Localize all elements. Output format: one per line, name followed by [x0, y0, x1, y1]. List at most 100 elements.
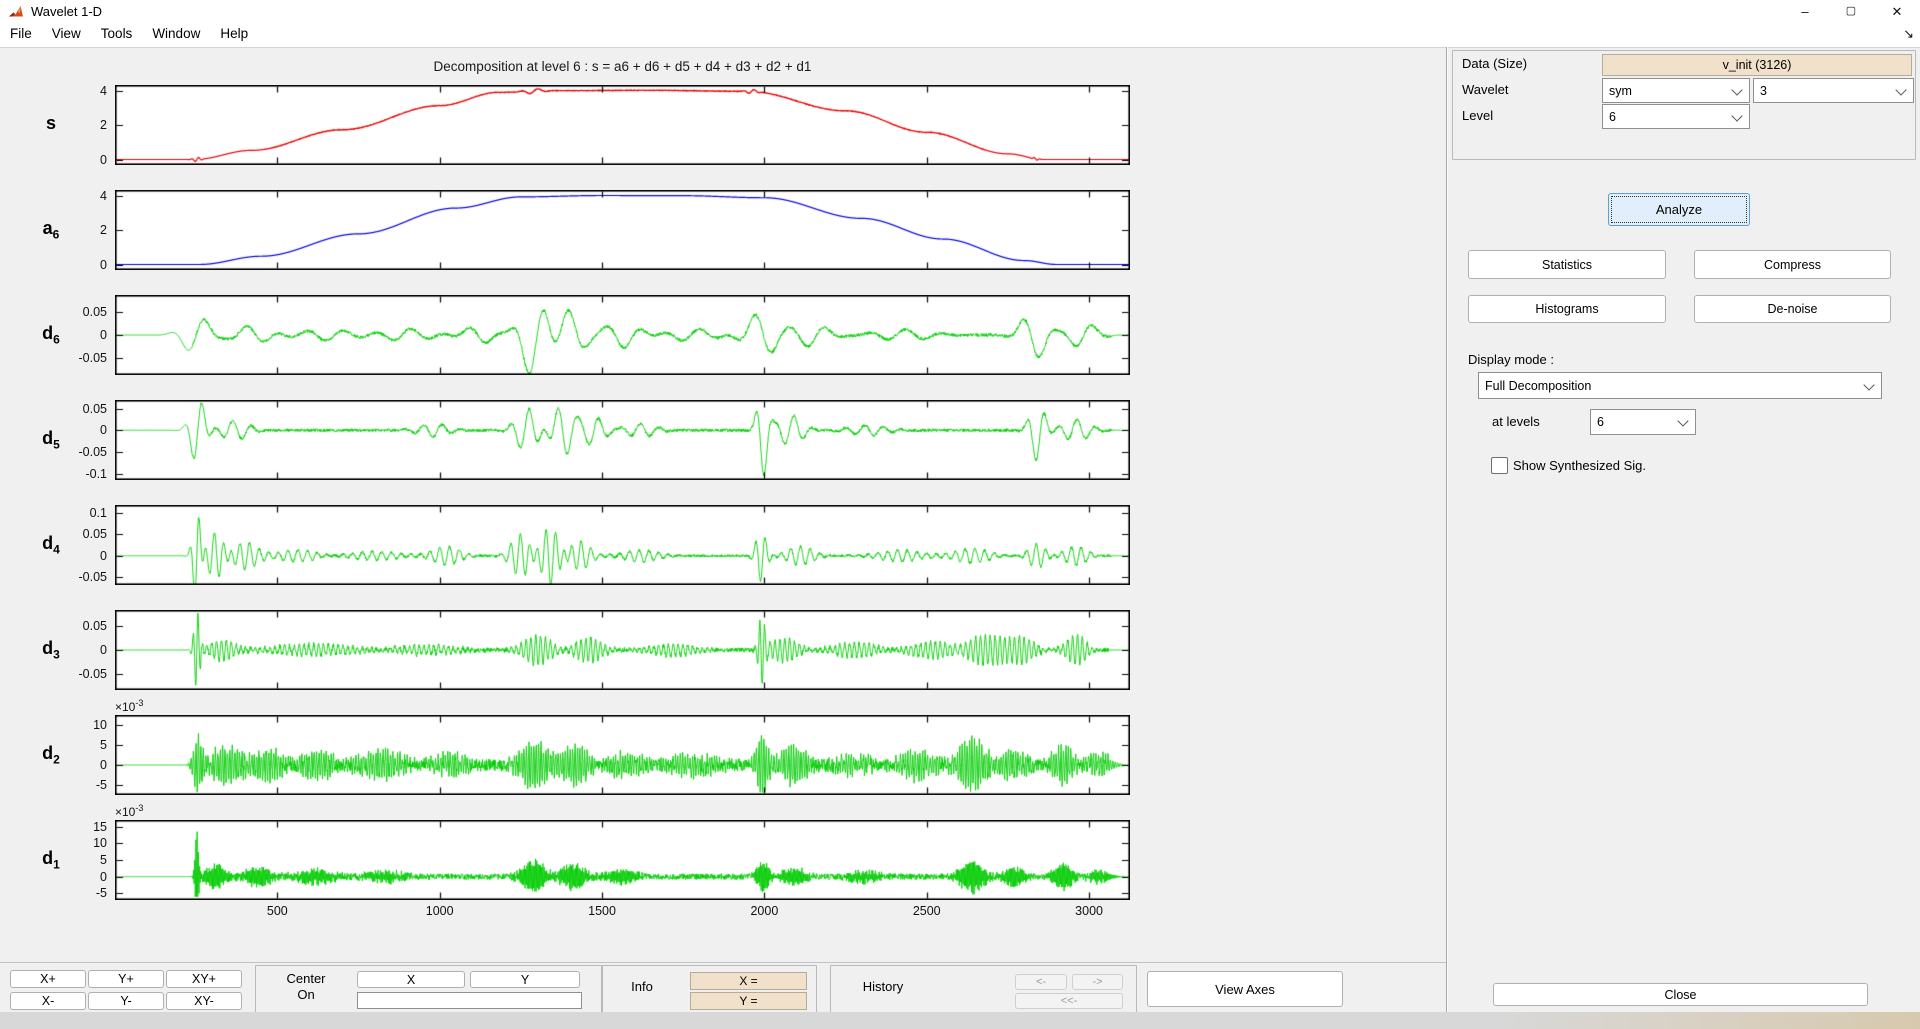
at-levels-label: at levels [1492, 414, 1540, 429]
menu-item-view[interactable]: View [42, 23, 91, 44]
plot-canvas-a6[interactable] [115, 190, 1130, 270]
window-title: Wavelet 1-D [31, 4, 102, 19]
menu-item-tools[interactable]: Tools [91, 23, 143, 44]
y-tick-label: -0.1 [51, 467, 107, 481]
denoise-button[interactable]: De-noise [1694, 295, 1891, 323]
y-tick-label: 10 [51, 718, 107, 732]
history-back-button[interactable]: <- [1015, 974, 1067, 990]
center-y-button[interactable]: Y [470, 971, 580, 988]
matlab-icon [8, 4, 24, 20]
y-tick-label: 0 [51, 328, 107, 342]
wavelet-label: Wavelet [1462, 82, 1508, 97]
y-tick-label: 4 [51, 84, 107, 98]
center-on-label: Center [262, 971, 350, 986]
y-tick-label: 0 [51, 643, 107, 657]
at-levels-select[interactable]: 6 [1590, 409, 1696, 435]
view-axes-button[interactable]: View Axes [1147, 971, 1343, 1007]
menu-item-help[interactable]: Help [210, 23, 258, 44]
center-on-input[interactable] [357, 992, 582, 1009]
maximize-button[interactable]: ▢ [1828, 0, 1874, 23]
zoom-xy-plus-button[interactable]: XY+ [166, 970, 242, 988]
y-tick-label: 5 [51, 738, 107, 752]
y-tick-label: -0.05 [51, 570, 107, 584]
chevron-down-icon [1731, 110, 1742, 121]
title-bar: Wavelet 1-D – ▢ ✕ [0, 0, 1920, 23]
center-on-label2: On [262, 987, 350, 1002]
menu-item-file[interactable]: File [0, 23, 42, 44]
minimize-button[interactable]: – [1782, 0, 1828, 23]
show-synthesized-checkbox[interactable] [1491, 457, 1508, 474]
plot-canvas-d4[interactable] [115, 505, 1130, 585]
chevron-down-icon [1863, 379, 1874, 390]
y-tick-label: 0.05 [51, 402, 107, 416]
menu-item-window[interactable]: Window [142, 23, 210, 44]
y-multiplier-d2: ×10-3 [115, 698, 143, 714]
y-tick-label: 0 [51, 870, 107, 884]
y-tick-label: -0.05 [51, 667, 107, 681]
y-tick-label: 0.05 [51, 527, 107, 541]
data-size-label: Data (Size) [1462, 56, 1527, 71]
x-tick-label: 2000 [739, 904, 789, 918]
display-mode-select[interactable]: Full Decomposition [1478, 372, 1882, 399]
y-tick-label: 0 [51, 423, 107, 437]
zoom-y-plus-button[interactable]: Y+ [88, 970, 164, 988]
history-double-back-button[interactable]: <<- [1015, 993, 1123, 1009]
y-tick-label: 0 [51, 758, 107, 772]
show-synthesized-label: Show Synthesized Sig. [1513, 458, 1646, 473]
wavelet-family-select[interactable]: sym [1602, 78, 1750, 103]
chevron-down-icon [1677, 415, 1688, 426]
close-window-button[interactable]: ✕ [1874, 0, 1920, 23]
display-mode-label: Display mode : [1468, 352, 1554, 367]
history-label: History [838, 979, 928, 994]
close-button[interactable]: Close [1493, 983, 1868, 1006]
y-tick-label: 2 [51, 118, 107, 132]
compress-button[interactable]: Compress [1694, 250, 1891, 279]
x-tick-label: 2500 [902, 904, 952, 918]
menu-bar: FileViewToolsWindowHelp [0, 23, 1920, 48]
chevron-down-icon [1731, 84, 1742, 95]
y-tick-label: 0 [51, 549, 107, 563]
y-tick-label: 0 [51, 153, 107, 167]
statistics-button[interactable]: Statistics [1468, 250, 1666, 279]
info-x-field: X = [690, 972, 807, 990]
y-multiplier-d1: ×10-3 [115, 803, 143, 819]
plot-canvas-d1[interactable] [115, 820, 1130, 900]
plot-canvas-s[interactable] [115, 85, 1130, 165]
zoom-xy-minus-button[interactable]: XY- [166, 992, 242, 1010]
bottom-strip [0, 1012, 1920, 1029]
x-tick-label: 3000 [1064, 904, 1114, 918]
x-tick-label: 1500 [577, 904, 627, 918]
history-forward-button[interactable]: -> [1072, 974, 1123, 990]
y-tick-label: 15 [51, 820, 107, 834]
chevron-down-icon [1895, 84, 1906, 95]
y-tick-label: 2 [51, 223, 107, 237]
zoom-y-minus-button[interactable]: Y- [88, 992, 164, 1010]
wavelet-number-select[interactable]: 3 [1753, 78, 1914, 103]
histograms-button[interactable]: Histograms [1468, 295, 1666, 323]
level-label: Level [1462, 108, 1493, 123]
decomposition-title: Decomposition at level 6 : s = a6 + d6 +… [115, 59, 1130, 74]
data-size-value: v_init (3126) [1602, 54, 1912, 76]
y-tick-label: -0.05 [51, 351, 107, 365]
plot-canvas-d3[interactable] [115, 610, 1130, 690]
analyze-button[interactable]: Analyze [1608, 193, 1750, 226]
y-tick-label: 0.05 [51, 619, 107, 633]
plot-canvas-d2[interactable] [115, 715, 1130, 795]
y-tick-label: -5 [51, 886, 107, 900]
y-tick-label: 0.1 [51, 506, 107, 520]
zoom-x-minus-button[interactable]: X- [10, 992, 86, 1010]
info-label: Info [612, 979, 672, 994]
y-tick-label: 0.05 [51, 305, 107, 319]
zoom-x-plus-button[interactable]: X+ [10, 970, 86, 988]
y-tick-label: 4 [51, 189, 107, 203]
level-select[interactable]: 6 [1602, 104, 1750, 129]
y-tick-label: 10 [51, 836, 107, 850]
plot-canvas-d5[interactable] [115, 400, 1130, 480]
y-tick-label: 5 [51, 853, 107, 867]
y-tick-label: 0 [51, 258, 107, 272]
plot-canvas-d6[interactable] [115, 295, 1130, 375]
x-tick-label: 1000 [415, 904, 465, 918]
center-x-button[interactable]: X [357, 971, 465, 988]
dock-arrow-icon[interactable]: ↘ [1903, 26, 1914, 42]
y-tick-label: -5 [51, 778, 107, 792]
